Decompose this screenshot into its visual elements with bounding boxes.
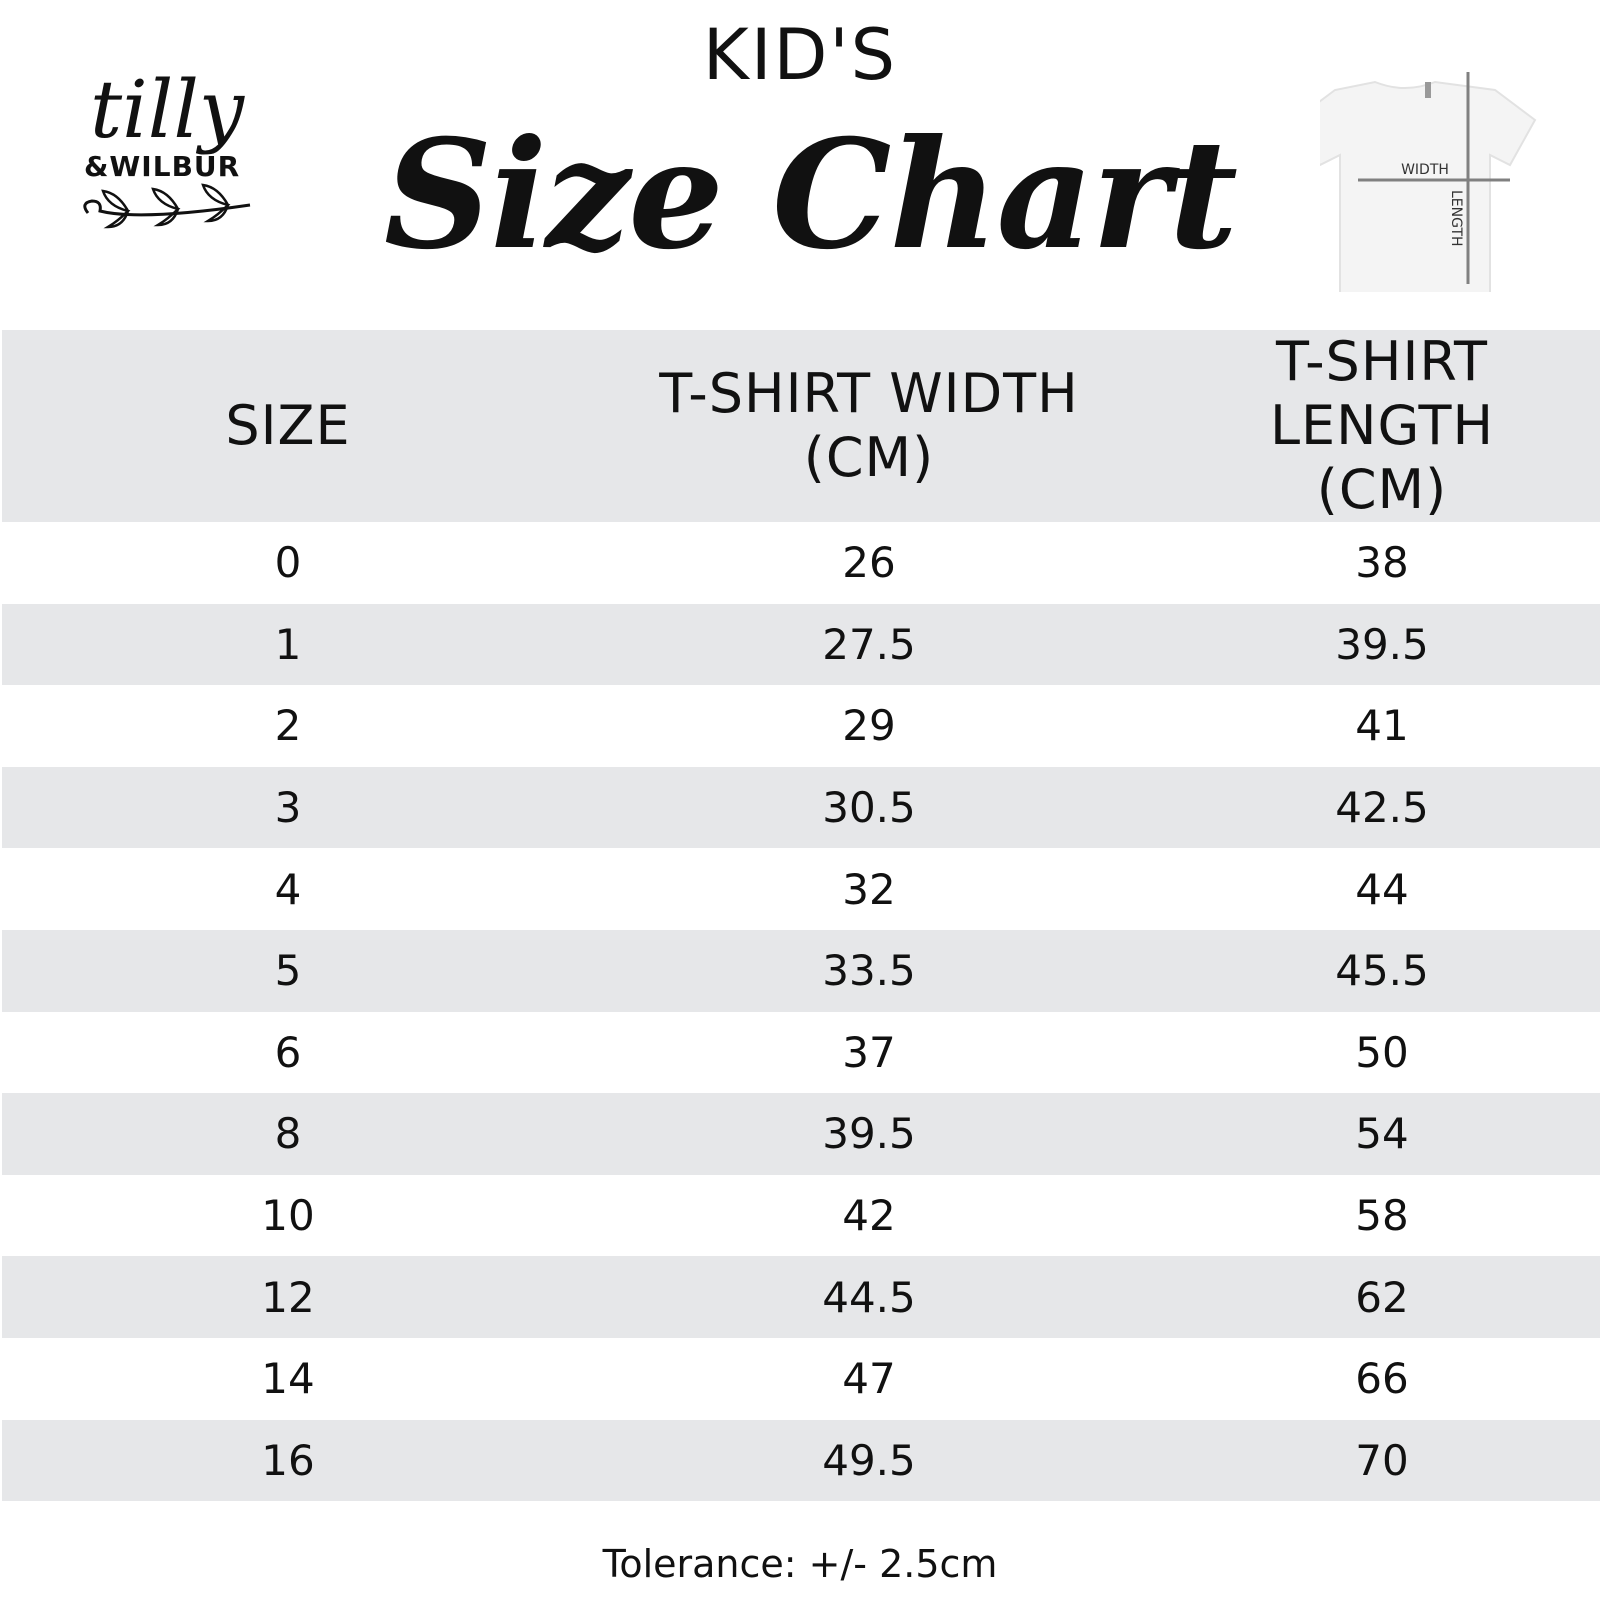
size-cell: 3 — [2, 766, 574, 849]
brand-logo: tilly &WILBUR — [78, 70, 268, 270]
logo-text-wilbur: &WILBUR — [84, 150, 241, 183]
width-cell: 27.5 — [574, 603, 1164, 686]
size-cell: 4 — [274, 864, 302, 914]
page-title: Size Chart — [383, 107, 1238, 283]
table-row: 8 39.5 54 — [2, 1093, 1600, 1175]
table-row: 3 30.5 42.5 — [2, 766, 1600, 849]
length-label: LENGTH — [1448, 190, 1464, 247]
size-cell: 10 — [261, 1191, 315, 1241]
width-cell: 26 — [842, 538, 896, 588]
length-cell: 54 — [1164, 1093, 1600, 1175]
column-header-size: SIZE — [2, 330, 574, 522]
width-cell: 37 — [842, 1027, 896, 1077]
leaf-branch-icon — [83, 183, 251, 229]
width-label: WIDTH — [1401, 162, 1449, 178]
length-cell: 58 — [1355, 1191, 1409, 1241]
size-cell: 0 — [274, 538, 302, 588]
length-cell: 62 — [1164, 1256, 1600, 1338]
width-cell: 30.5 — [574, 766, 1164, 849]
table-row: 1 27.5 39.5 — [2, 603, 1600, 686]
table-row: 4 32 44 — [2, 848, 1600, 930]
table-row: 0 26 38 — [2, 522, 1600, 604]
width-cell: 32 — [842, 864, 896, 914]
length-cell: 39.5 — [1164, 603, 1600, 686]
table-row: 2 29 41 — [2, 685, 1600, 767]
size-table: SIZE T-SHIRT WIDTH (CM) T-SHIRT LENGTH (… — [2, 330, 1600, 1502]
table-row: 16 49.5 70 — [2, 1419, 1600, 1502]
length-cell: 41 — [1355, 701, 1409, 751]
width-cell: 42 — [842, 1191, 896, 1241]
width-cell: 49.5 — [574, 1419, 1164, 1502]
table-row: 12 44.5 62 — [2, 1256, 1600, 1338]
tolerance-note: Tolerance: +/- 2.5cm — [602, 1542, 998, 1586]
table-row: 10 42 58 — [2, 1175, 1600, 1257]
table-row: 5 33.5 45.5 — [2, 929, 1600, 1012]
length-cell: 44 — [1355, 864, 1409, 914]
size-cell: 12 — [2, 1256, 574, 1338]
size-cell: 16 — [2, 1419, 574, 1502]
width-cell: 44.5 — [574, 1256, 1164, 1338]
size-cell: 2 — [274, 701, 302, 751]
width-cell: 47 — [842, 1354, 896, 1404]
table-row: 6 37 50 — [2, 1012, 1600, 1094]
length-cell: 50 — [1355, 1027, 1409, 1077]
width-cell: 39.5 — [574, 1093, 1164, 1175]
column-header-width: T-SHIRT WIDTH (CM) — [574, 330, 1164, 522]
length-cell: 38 — [1355, 538, 1409, 588]
table-header-row: SIZE T-SHIRT WIDTH (CM) T-SHIRT LENGTH (… — [2, 330, 1600, 522]
size-cell: 6 — [274, 1027, 302, 1077]
length-cell: 66 — [1355, 1354, 1409, 1404]
width-cell: 29 — [842, 701, 896, 751]
kicker-title: KID'S — [702, 14, 898, 96]
size-cell: 8 — [2, 1093, 574, 1175]
size-cell: 14 — [261, 1354, 315, 1404]
column-header-length: T-SHIRT LENGTH (CM) — [1164, 330, 1600, 522]
length-cell: 45.5 — [1164, 929, 1600, 1012]
length-cell: 70 — [1164, 1419, 1600, 1502]
tshirt-measurement-diagram: WIDTH LENGTH — [1293, 72, 1550, 296]
logo-text-tilly: tilly — [90, 63, 245, 156]
size-cell: 5 — [2, 929, 574, 1012]
length-cell: 42.5 — [1164, 766, 1600, 849]
width-cell: 33.5 — [574, 929, 1164, 1012]
table-row: 14 47 66 — [2, 1338, 1600, 1420]
size-cell: 1 — [2, 603, 574, 686]
